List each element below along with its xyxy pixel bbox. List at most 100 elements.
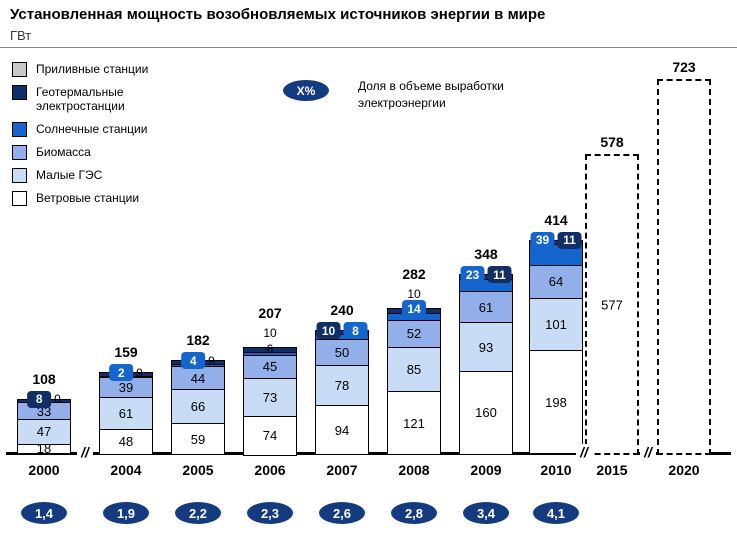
legend-swatch-6 [12,190,27,206]
annotation-value: 0 [54,392,61,407]
annotation-row-top: 10 8 [316,322,368,340]
year-label: 2010 [540,462,572,478]
bar-2004: 39 61 48 2 9 159 [99,344,153,455]
bar-segment-wind: 94 [315,406,369,455]
legend-item: Ветровые станции [12,190,187,206]
bar-2000: 33 47 18 8 0 108 [17,371,71,456]
segment-value-label: 61 [118,406,134,422]
total-label: 240 [330,302,354,319]
legend-item: Приливные станции [12,62,187,77]
bar-segment-wind: 198 [529,351,583,455]
axis-break-icon: // [640,444,656,461]
segment-value-label: 73 [262,390,278,406]
segment-value-label: 52 [406,326,422,342]
segment-value-label: 198 [545,394,567,410]
annotation-row-above: 10 [263,326,276,340]
legend-item-label: Геотермальные электростанции [36,85,125,114]
segment-value-label: 48 [118,434,134,450]
bar-segment-solar [459,279,513,292]
legend-item-label: Приливные станции [36,62,149,76]
segment-value-label: 121 [403,415,425,431]
legend-swatch-5 [12,167,27,183]
segment-value-label: 59 [190,431,206,447]
year-label: 2007 [326,462,358,478]
geothermal-value-chip: 10 [316,322,341,340]
total-label: 723 [672,59,696,75]
annotation-row-above: 10 [407,287,420,301]
bar-segment-wind: 18 [17,441,71,456]
year-label: 2008 [398,462,430,478]
legend-item-label: Ветровые станции [36,190,140,205]
legend-item-label: Малые ГЭС [36,167,103,182]
chart-header: Установленная мощность возобновляемых ис… [0,0,737,48]
bar-segment-solar [529,245,583,266]
annotation-row-top: 39 11 [530,231,582,249]
solar-value-chip: 23 [460,266,485,283]
bar-2015: 577 578 [585,134,639,455]
bar-segment-small-hydro: 66 [171,390,225,425]
bar-2006: 45 73 74 6 10 207 [243,305,297,456]
annotation-value: 6 [266,342,274,357]
bar-segment-wind: 121 [387,392,441,455]
bar-segment-wind: 48 [99,430,153,455]
bar-segment-biomass: 45 [243,355,297,380]
share-oval: 2,8 [391,502,437,524]
legend-item: Геотермальные электростанции [12,85,187,114]
solar-value-chip: 8 [343,322,368,340]
share-oval: 1,4 [21,502,67,524]
segment-value-label: 39 [118,380,134,396]
share-oval: 3,4 [463,502,509,524]
legend-swatch-3 [12,121,27,137]
annotation-row-top: 14 [402,300,426,318]
bar-segment-solar [315,335,369,340]
share-oval: 2,6 [319,502,365,524]
share-percent-note-line1: Доля в объеме выработки [358,79,504,93]
bar-2005: 44 66 59 4 9 182 [171,332,225,456]
bar-segment-small-hydro: 73 [243,379,297,418]
annotation-value: 10 [407,287,421,302]
total-label: 159 [114,344,138,361]
segment-value-label: 47 [36,424,52,440]
total-label: 578 [600,134,624,151]
year-label: 2015 [596,462,628,478]
total-label: 414 [544,211,568,228]
axis-break-icon: // [576,444,592,461]
total-label: 182 [186,332,210,349]
bar-segment-geothermal [243,347,297,353]
chart-title: Установленная мощность возобновляемых ис… [10,6,546,23]
geothermal-value-chip: 11 [487,266,512,283]
segment-value-label: 50 [334,344,350,360]
year-label: 2020 [668,462,700,478]
legend-item-label: Биомасса [36,144,91,159]
bar-2007: 50 78 94 10 8 240 [315,302,369,455]
annotation-value: 10 [263,326,277,341]
bar-segment-solar [243,352,297,356]
bar-segment-biomass: 44 [171,367,225,391]
bar-segment-geothermal [529,239,583,246]
share-percent-badge: Х% [283,80,329,101]
legend-item: Малые ГЭС [12,167,187,183]
total-label: 348 [474,246,498,262]
segment-value-label: 160 [475,405,497,421]
bar-segment-wind: 74 [243,417,297,456]
year-label: 2004 [110,462,142,478]
axis-break-icon: // [77,444,93,461]
year-label: 2000 [28,462,60,478]
solar-value-chip: 14 [402,300,426,318]
share-oval: 1,9 [103,502,149,524]
annotation-row-top: 23 11 [460,266,512,283]
share-percent-note: Доля в объеме выработки электроэнергии [358,78,504,112]
bar-segment-small-hydro: 93 [459,323,513,372]
segment-value-label: 64 [548,274,564,290]
segment-value-label: 94 [334,422,350,438]
segment-value-label: 44 [190,370,206,386]
segment-value-label: 101 [545,317,567,333]
legend-swatch-1 [12,62,27,77]
share-oval: 2,3 [247,502,293,524]
legend-item-label: Солнечные станции [36,121,148,136]
geothermal-value-chip: 8 [27,390,52,408]
segment-value-label: 74 [262,428,278,444]
